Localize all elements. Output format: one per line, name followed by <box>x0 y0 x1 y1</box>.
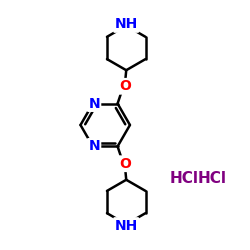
Text: N: N <box>88 140 100 153</box>
Text: HCl: HCl <box>198 171 227 186</box>
Text: O: O <box>119 157 131 171</box>
Text: NH: NH <box>114 218 138 232</box>
Text: O: O <box>119 79 131 93</box>
Text: HCl: HCl <box>170 171 198 186</box>
Text: NH: NH <box>114 18 138 32</box>
Text: N: N <box>88 96 100 110</box>
